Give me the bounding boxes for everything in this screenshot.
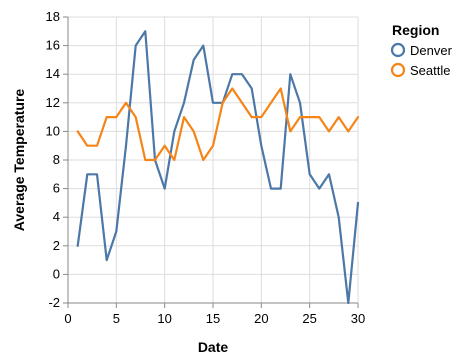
legend-symbol-seattle [390, 62, 406, 78]
series-lines [76, 30, 360, 305]
x-tick-label: 25 [302, 311, 316, 326]
y-tick-label: -2 [48, 295, 60, 310]
y-tick-label: 6 [53, 181, 60, 196]
y-tick-label: 12 [46, 95, 60, 110]
x-tick-label: 5 [113, 311, 120, 326]
x-tick-label: 20 [254, 311, 268, 326]
series-line-seattle [76, 87, 360, 162]
legend-symbol-denver [390, 42, 406, 58]
x-axis-title: Date [198, 339, 229, 355]
y-tick-label: 10 [46, 123, 60, 138]
grid [67, 16, 359, 304]
y-tick-label: 8 [53, 152, 60, 167]
legend-label-seattle: Seattle [410, 63, 450, 78]
x-tick-label: 15 [206, 311, 220, 326]
x-tick-label: 0 [64, 311, 71, 326]
y-tick-label: 14 [46, 66, 60, 81]
x-tick-label: 30 [351, 311, 365, 326]
y-tick-label: 2 [53, 238, 60, 253]
x-tick-label: 10 [157, 311, 171, 326]
y-tick-label: 4 [53, 209, 60, 224]
y-tick-label: 18 [46, 9, 60, 24]
axes: -2 0 2 4 6 8 10 12 14 16 18 0 5 10 15 20 25 30 [46, 9, 366, 326]
y-tick-label: 16 [46, 38, 60, 53]
legend-title: Region [392, 22, 439, 38]
legend-label-denver: Denver [410, 43, 453, 58]
series-line-denver [76, 30, 360, 305]
legend: Region Denver Seattle [390, 22, 453, 78]
y-tick-label: 0 [53, 266, 60, 281]
y-axis-title: Average Temperature [11, 89, 27, 232]
